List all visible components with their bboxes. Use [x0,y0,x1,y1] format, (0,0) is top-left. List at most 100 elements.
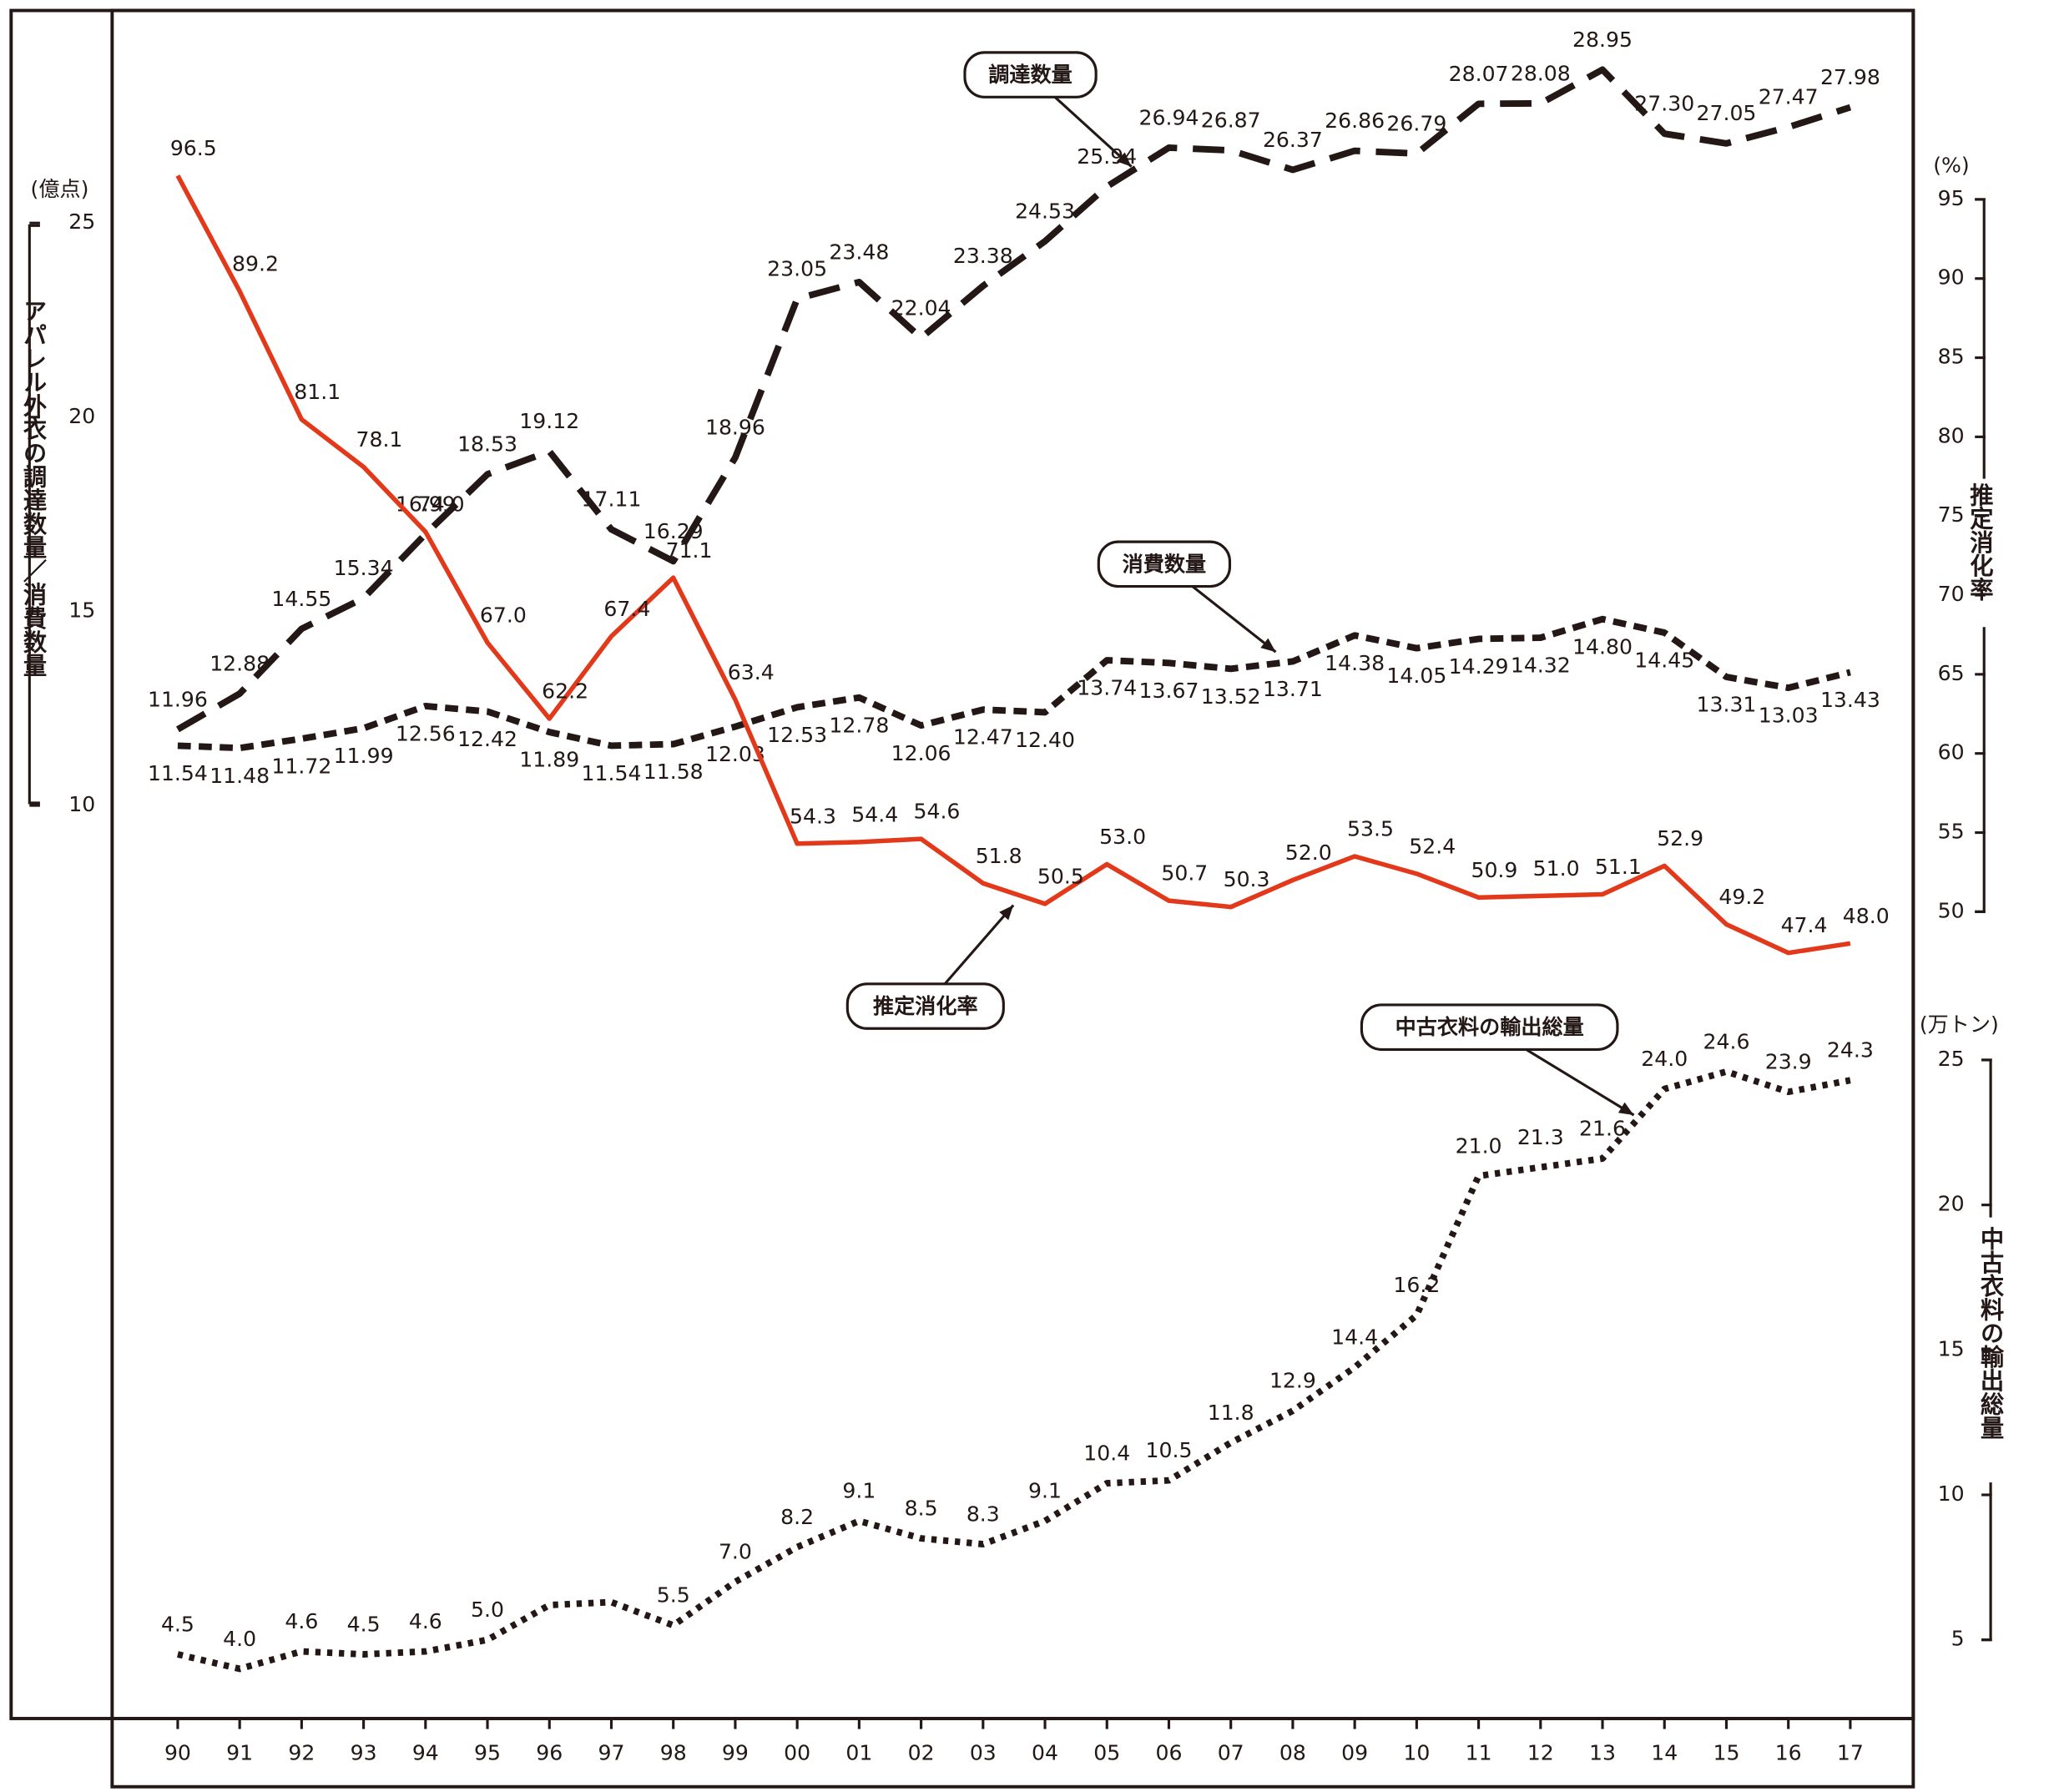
data-label: 13.52 [1201,684,1261,709]
data-label: 10.4 [1083,1441,1130,1466]
data-label: 8.2 [780,1505,814,1529]
x-tick-label: 97 [598,1740,624,1764]
data-label: 51.1 [1595,855,1642,879]
data-label: 12.9 [1269,1369,1316,1393]
data-label: 27.98 [1820,65,1880,89]
data-label: 26.86 [1325,109,1385,133]
data-label: 4.5 [161,1612,194,1636]
data-label: 74.0 [418,492,465,517]
data-label: 52.4 [1409,834,1456,858]
y2-tick-label: 85 [1938,345,1965,369]
x-tick-label: 98 [660,1740,687,1764]
data-label: 52.0 [1285,840,1332,865]
x-tick-label: 16 [1775,1740,1802,1764]
data-label: 47.4 [1781,913,1828,937]
data-label: 14.38 [1325,651,1385,675]
data-label: 11.96 [148,687,208,711]
data-label: 28.95 [1572,28,1633,52]
x-tick-label: 04 [1032,1740,1058,1764]
callout-box [1360,1003,1619,1051]
x-tick-label: 99 [722,1740,749,1764]
data-label: 28.08 [1511,61,1571,85]
data-label: 10.5 [1146,1438,1193,1462]
data-label: 50.7 [1161,861,1208,886]
series-line [177,615,1851,752]
data-label: 12.47 [953,725,1013,750]
data-label: 5.0 [471,1598,504,1622]
data-label: 13.03 [1759,704,1819,728]
data-label: 4.6 [285,1609,318,1633]
y2-tick-label: 90 [1938,265,1965,290]
y-axis-title: アパレル外衣の調達数量／消費数量 [19,299,47,677]
data-label: 54.4 [851,802,898,826]
data-label: 24.0 [1641,1047,1688,1071]
callout-arrowhead [1116,152,1132,167]
data-label: 21.0 [1456,1133,1502,1158]
x-tick-label: 12 [1527,1740,1554,1764]
data-label: 17.11 [582,487,642,512]
data-label: 21.3 [1517,1125,1564,1149]
data-label: 63.4 [728,660,775,684]
data-label: 27.05 [1697,101,1757,125]
data-label: 49.2 [1718,885,1765,909]
y-tick-label: 20 [68,404,95,428]
data-label: 24.53 [1015,199,1075,223]
data-label: 11.72 [271,755,331,779]
data-label: 54.3 [790,804,836,828]
data-label: 13.71 [1263,677,1323,701]
callout-box [1097,540,1232,588]
x-tick-label: 90 [164,1740,191,1764]
data-label: 16.29 [643,519,704,543]
series-line [175,66,1852,733]
data-label: 11.58 [643,760,704,784]
data-label: 89.2 [232,251,279,275]
legend-label: 推定消化率 [873,994,978,1018]
data-label: 11.99 [334,744,394,768]
data-label: 26.37 [1263,128,1323,152]
y3-tick-label: 5 [1951,1627,1965,1651]
data-label: 18.96 [705,416,765,440]
data-label: 62.2 [542,679,588,704]
x-tick-label: 03 [970,1740,997,1764]
callout-arrowhead [999,905,1014,921]
data-label: 48.0 [1843,904,1890,928]
x-tick-label: 15 [1713,1740,1739,1764]
data-label: 7.0 [719,1540,752,1564]
data-label: 11.54 [582,761,642,785]
x-tick-label: 95 [474,1740,501,1764]
data-label: 12.40 [1015,728,1075,752]
y3-tick-label: 10 [1938,1482,1965,1506]
legend-label: 消費数量 [1123,552,1207,576]
data-label: 12.88 [209,651,270,675]
data-label: 23.9 [1765,1050,1812,1074]
x-tick-label: 09 [1341,1740,1368,1764]
x-tick-label: 92 [288,1740,315,1764]
data-label: 8.5 [905,1497,938,1521]
data-label: 53.5 [1347,817,1394,841]
x-tick-label: 94 [412,1740,439,1764]
data-label: 8.3 [966,1502,1000,1526]
data-label: 14.45 [1634,649,1694,673]
y-tick-label: 10 [68,792,95,816]
data-label: 11.8 [1208,1401,1254,1425]
x-tick-label: 10 [1403,1740,1430,1764]
x-tick-label: 01 [845,1740,872,1764]
y-unit: (億点) [31,177,89,201]
data-label: 24.3 [1827,1038,1874,1063]
x-tick-label: 13 [1589,1740,1616,1764]
data-label: 28.07 [1449,62,1509,86]
data-label: 14.80 [1572,634,1633,659]
data-label: 50.3 [1224,867,1270,891]
data-label: 23.48 [829,240,889,264]
data-label: 11.54 [148,761,208,785]
data-label: 15.34 [334,556,394,580]
data-label: 21.6 [1579,1116,1626,1140]
y2-tick-label: 95 [1938,186,1965,210]
data-label: 19.12 [519,409,579,433]
data-label: 96.5 [170,136,217,160]
data-label: 81.1 [294,380,341,404]
data-label: 27.30 [1634,92,1694,116]
data-label: 67.4 [603,597,650,621]
data-label: 12.56 [396,722,456,746]
